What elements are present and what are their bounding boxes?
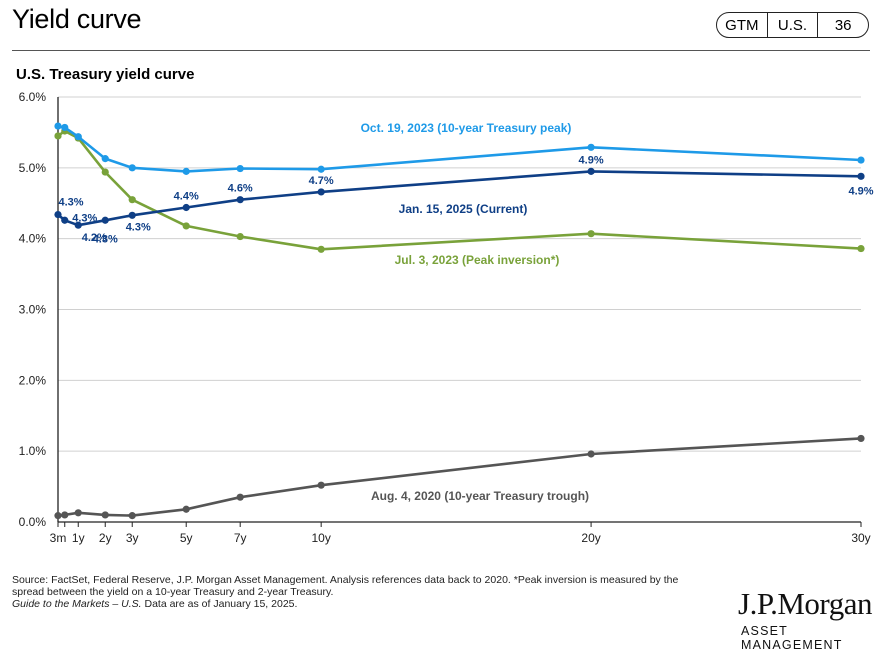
series-point [101,216,109,224]
series-point [587,450,595,458]
series-point [236,164,244,173]
data-label: 4.3% [93,233,118,245]
series-point [236,493,244,501]
data-label: 4.3% [58,197,83,209]
footnote-source: Source: FactSet, Federal Reserve, J.P. M… [12,574,679,586]
series-point [101,511,109,519]
tag-page-number: 36 [817,13,868,37]
series-point [128,512,136,520]
footnote-definition: spread between the yield on a 10-year Tr… [12,586,334,598]
series-line [57,129,862,251]
x-tick-label: 5y [180,531,193,545]
yield-curve-chart: 0.0% 1.0% 2.0% 3.0% 4.0% 5.0% 6.0% 3m 1y 2y 3y 5y 7y… [19,90,874,545]
series-point [587,143,595,151]
series-point [61,511,69,519]
series-point [182,222,190,230]
y-tick-label: 5.0% [19,161,47,175]
series-point [857,156,865,164]
header-divider [12,50,870,51]
footnote-date: Data are as of January 15, 2025. [141,598,298,610]
series-point [61,123,69,132]
page-tags: GTM U.S. 36 [716,12,869,38]
series-point [54,512,62,520]
x-tick-label: 1y [72,531,85,545]
series-point [236,196,244,204]
x-tick-label: 7y [234,531,247,545]
y-tick-label: 0.0% [19,515,47,529]
series-point [128,196,136,204]
series-point [587,167,595,175]
series-point [74,221,82,229]
series-point [317,188,325,196]
y-tick-label: 6.0% [19,90,47,104]
series-line [57,437,862,517]
series-point [317,481,325,489]
data-label: 4.2% [82,232,107,244]
data-label: 4.4% [174,191,199,203]
footnote-guide-title: Guide to the Markets – U.S. [12,598,142,610]
y-tick-label: 1.0% [19,444,47,458]
series-point [101,168,109,176]
series-name-label: Oct. 19, 2023 (10-year Treasury peak) [361,121,572,135]
y-tick-label: 4.0% [19,232,47,246]
data-label: 4.3% [72,212,97,224]
series-point [128,164,136,172]
data-label: 4.9% [848,185,873,197]
series-name-label: Aug. 4, 2020 (10-year Treasury trough) [371,489,589,503]
chart-title: U.S. Treasury yield curve [16,66,195,83]
series-point [54,122,62,130]
tag-gtm: GTM [725,16,759,34]
x-tick-label: 30y [851,531,870,545]
series-point [54,210,62,219]
series-point [54,132,62,140]
series-point [74,509,82,517]
series-point [182,167,190,175]
series-line [57,124,862,173]
series-point [182,203,190,212]
series-point [857,434,865,443]
data-label: 4.3% [126,221,151,233]
data-label: 4.9% [579,154,604,166]
series-point [587,230,595,238]
page-title: Yield curve [12,4,142,34]
tag-region: U.S. [766,13,818,37]
x-tick-label: 3m [50,531,67,545]
series-point [61,216,69,224]
jpmorgan-logo: J.P.Morgan [738,586,872,621]
series-point [317,245,325,253]
x-tick-label: 3y [126,531,139,545]
series-point [857,244,865,253]
series-name-label: Jan. 15, 2025 (Current) [399,202,528,216]
series-name-label: Jul. 3, 2023 (Peak inversion*) [395,253,560,267]
series-point [857,172,865,180]
series-point [182,505,190,513]
series-line [57,170,862,227]
data-label: 4.6% [228,183,253,195]
y-tick-label: 3.0% [19,303,47,317]
x-tick-label: 10y [311,531,330,545]
series-point [317,165,325,173]
x-tick-label: 2y [99,531,112,545]
y-tick-label: 2.0% [19,373,47,387]
logo-subtitle: ASSET MANAGEMENT [741,624,843,652]
data-label: 4.7% [309,175,334,187]
x-tick-label: 20y [581,531,600,545]
series-point [128,211,136,219]
footnote: Source: FactSet, Federal Reserve, J.P. M… [12,574,732,610]
series-point [101,155,109,163]
series-point [236,232,244,241]
series-point [74,133,82,141]
footnote-date-line: Guide to the Markets – U.S. Data are as … [12,598,732,610]
